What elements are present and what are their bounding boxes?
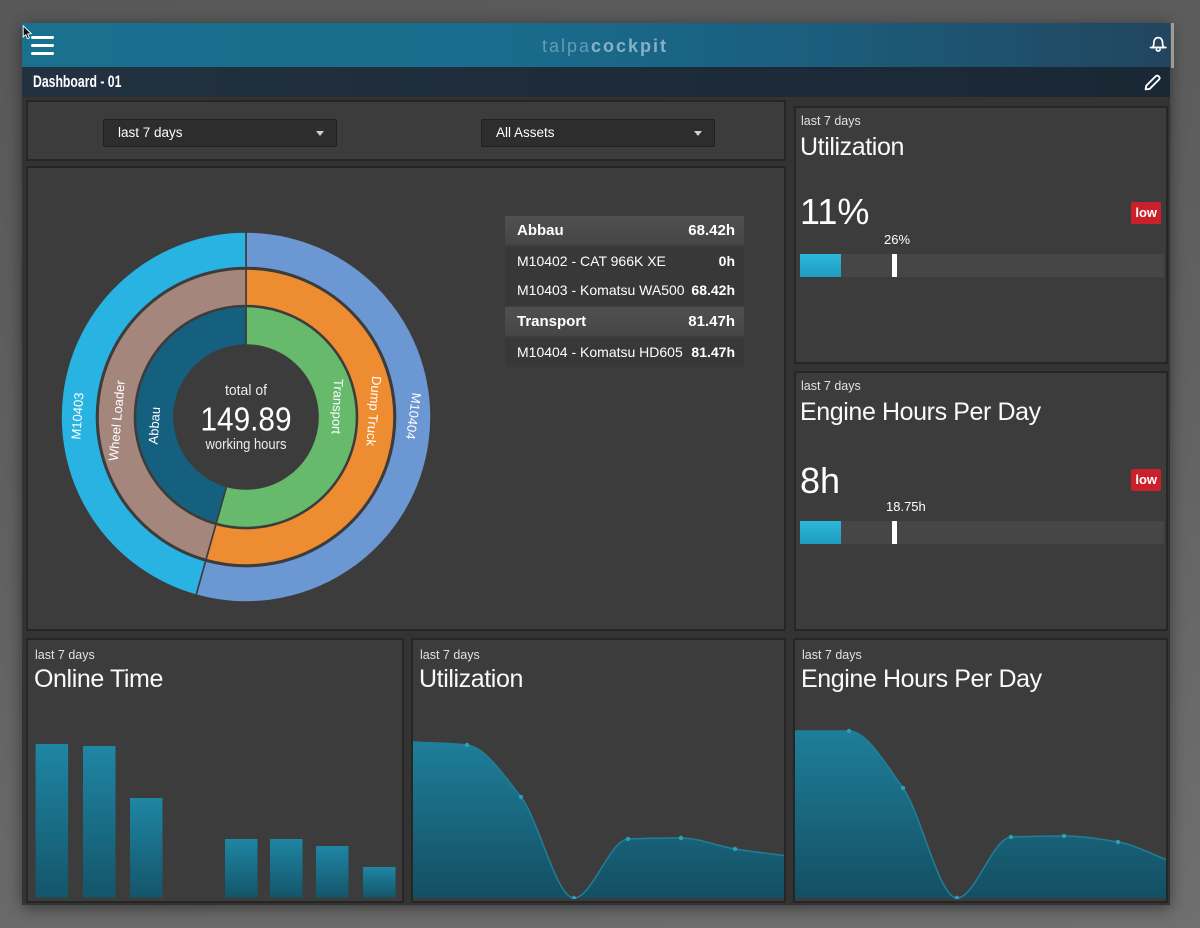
svg-text:M10404: M10404 xyxy=(403,392,424,441)
svg-text:149.89: 149.89 xyxy=(201,401,292,438)
svg-text:working hours: working hours xyxy=(205,436,287,453)
svg-text:Dump Truck: Dump Truck xyxy=(363,376,384,448)
svg-text:total of: total of xyxy=(225,382,268,399)
svg-text:Abbau: Abbau xyxy=(146,406,164,445)
svg-text:Transport: Transport xyxy=(329,379,346,435)
svg-text:Wheel Loader: Wheel Loader xyxy=(106,379,128,462)
svg-text:M10403: M10403 xyxy=(68,392,86,440)
